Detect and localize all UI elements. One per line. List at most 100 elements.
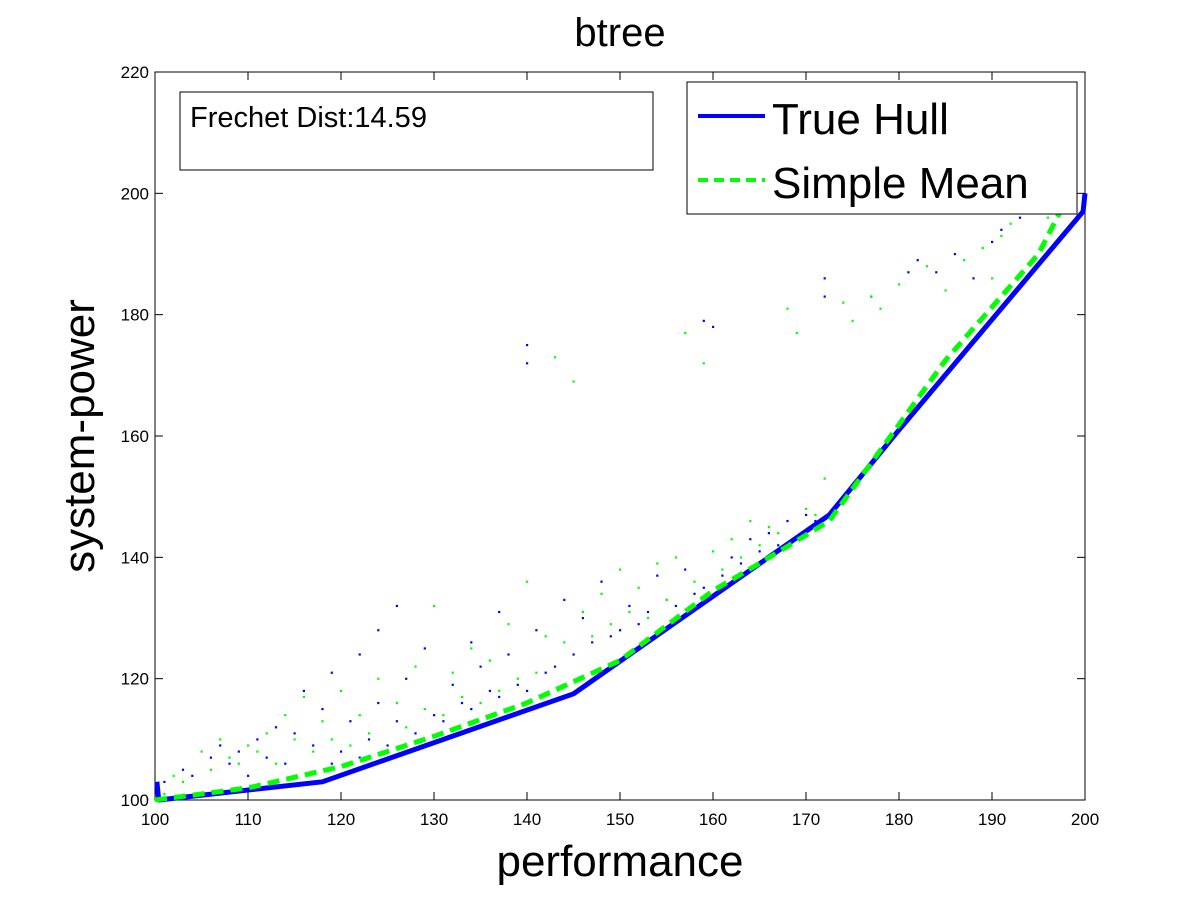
scatter-point-green — [823, 477, 826, 480]
scatter-point-green — [470, 647, 473, 650]
scatter-point-green — [1046, 216, 1049, 219]
series-line-true-hull — [154, 193, 1088, 803]
scatter-point-green — [451, 671, 454, 674]
scatter-point-green — [609, 623, 612, 626]
scatter-point-blue — [470, 708, 473, 711]
scatter-point-green — [237, 762, 240, 765]
scatter-point-green — [163, 792, 166, 796]
scatter-point-blue — [553, 665, 557, 668]
scatter-point-blue — [330, 762, 333, 765]
scatter-point-green — [423, 708, 426, 711]
scatter-point-green — [646, 617, 650, 620]
scatter-point-blue — [265, 756, 268, 759]
scatter-point-blue — [609, 635, 612, 638]
scatter-point-green — [460, 695, 464, 699]
scatter-point-blue — [433, 714, 436, 717]
scatter-point-green — [944, 289, 947, 292]
scatter-point-blue — [628, 604, 631, 608]
scatter-point-green — [600, 592, 603, 595]
x-tick-label: 160 — [699, 810, 727, 829]
scatter-point-blue — [479, 665, 482, 668]
scatter-point-blue — [712, 325, 715, 328]
scatter-point-blue — [814, 519, 817, 523]
scatter-point-blue — [414, 732, 417, 735]
y-tick-label: 100 — [121, 791, 149, 810]
scatter-point-blue — [684, 568, 687, 571]
scatter-point-blue — [451, 683, 454, 686]
scatter-point-blue — [749, 538, 752, 541]
scatter-point-green — [265, 732, 268, 735]
scatter-point-blue — [544, 671, 547, 674]
scatter-point-green — [777, 532, 780, 535]
scatter-point-blue — [358, 653, 361, 656]
scatter-point-green — [814, 513, 817, 517]
scatter-point-blue — [916, 259, 919, 262]
scatter-point-green — [330, 738, 333, 741]
y-axis: 100 120 140 160 180 200 220 — [121, 63, 1085, 810]
scatter-point-blue — [526, 344, 529, 347]
scatter-point-blue — [777, 544, 780, 547]
scatter-point-blue — [823, 295, 826, 298]
scatter-point-blue — [386, 744, 389, 747]
scatter-point-blue — [535, 629, 538, 632]
scatter-point-green — [749, 519, 752, 523]
scatter-point-green — [786, 307, 789, 310]
scatter-point-green — [293, 738, 296, 741]
y-tick-label: 140 — [121, 548, 149, 567]
x-tick-label: 190 — [978, 810, 1006, 829]
scatter-point-green — [256, 750, 259, 753]
x-tick-label: 150 — [606, 810, 634, 829]
scatter-point-green — [284, 714, 287, 717]
y-tick-label: 120 — [121, 670, 149, 689]
scatter-point-blue — [953, 253, 956, 256]
scatter-point-blue — [163, 780, 166, 783]
scatter-point-green — [209, 768, 212, 771]
scatter-point-blue — [377, 629, 380, 632]
x-tick-label: 170 — [792, 810, 820, 829]
scatter-point-green — [581, 610, 584, 614]
scatter-point-blue — [423, 647, 426, 650]
scatter-point-blue — [972, 277, 975, 280]
scatter-point-blue — [600, 580, 603, 583]
x-tick-label: 140 — [513, 810, 541, 829]
scatter-point-blue — [367, 738, 371, 741]
scatter-point-green — [349, 744, 352, 747]
scatter-point-blue — [758, 550, 761, 553]
scatter-point-blue — [395, 604, 398, 608]
x-tick-label: 100 — [141, 810, 169, 829]
scatter-point-blue — [377, 701, 380, 705]
scatter-point-blue — [823, 277, 826, 280]
scatter-point-green — [851, 319, 854, 322]
scatter-point-blue — [460, 701, 464, 705]
scatter-point-green — [730, 538, 733, 541]
scatter-point-green — [516, 677, 519, 680]
legend-label-simple-mean: Simple Mean — [772, 159, 1029, 208]
scatter-point-green — [665, 598, 668, 601]
scatter-point-green — [563, 641, 566, 644]
scatter-point-blue — [702, 586, 705, 589]
scatter-point-blue — [591, 641, 594, 644]
scatter-point-blue — [284, 762, 287, 765]
annotation-box: Frechet Dist:14.59 — [179, 91, 654, 171]
scatter-point-green — [656, 562, 659, 565]
scatter-point-blue — [526, 362, 529, 365]
series-lines — [154, 193, 1088, 803]
scatter-point-blue — [498, 610, 501, 614]
scatter-point-green — [879, 307, 882, 310]
x-tick-label: 120 — [327, 810, 355, 829]
scatter-point-blue — [739, 562, 743, 565]
scatter-point-green — [181, 780, 185, 783]
scatter-point-green — [572, 380, 575, 383]
scatter-point-green — [442, 714, 445, 717]
scatter-point-green — [898, 283, 901, 286]
scatter-points — [163, 198, 1068, 796]
scatter-point-green — [842, 301, 845, 304]
scatter-point-blue — [637, 623, 640, 626]
legend: True Hull Simple Mean — [686, 81, 1078, 215]
scatter-point-blue — [730, 556, 733, 559]
scatter-point-green — [674, 556, 677, 559]
scatter-point-blue — [619, 629, 622, 632]
scatter-point-blue — [228, 762, 231, 765]
scatter-point-green — [795, 331, 798, 335]
scatter-point-blue — [358, 756, 361, 759]
